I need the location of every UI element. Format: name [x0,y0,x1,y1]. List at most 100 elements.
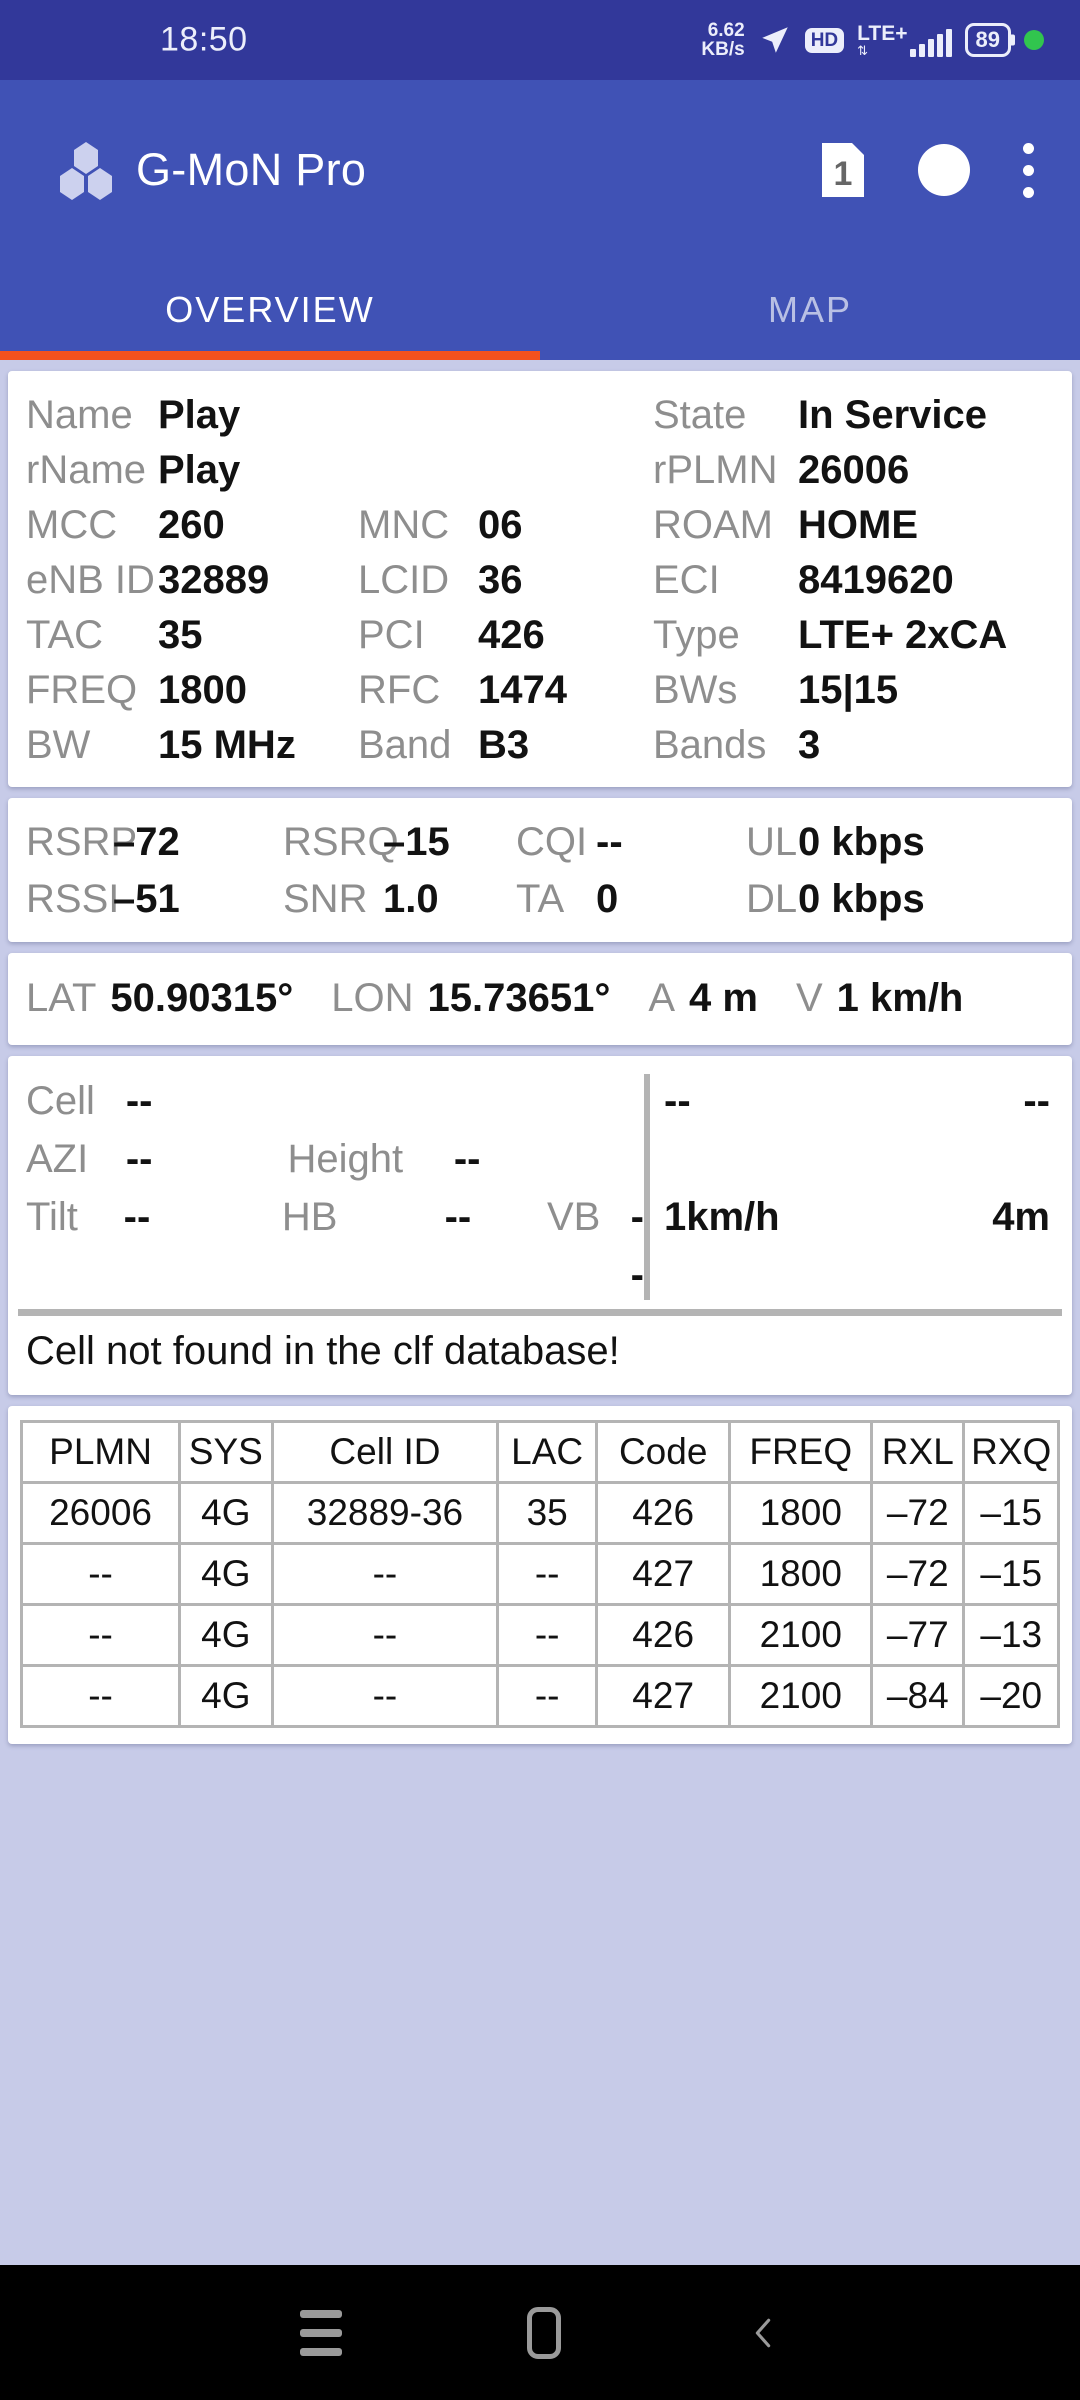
field-value: 1.0 [383,877,439,921]
field-value: -- [444,1195,472,1239]
table-row[interactable]: -- 4G -- -- 427 2100 –84 –20 [19,1664,1060,1729]
data-rate-indicator: 6.62 KB/s [701,21,744,59]
field-label: BW [26,723,91,767]
clf-right-row: 1km/h 4m [664,1188,1050,1246]
status-bar: 18:50 6.62 KB/s HD LTE+ ⇅ 89 [0,0,1080,80]
table-row[interactable]: -- 4G -- -- 426 2100 –77 –13 [19,1603,1060,1668]
tab-map[interactable]: MAP [767,289,852,330]
rf-metrics-row: RSSI –51 SNR 1.0 TA 0 DL 0 kbps [8,871,1072,928]
field-value: Play [158,393,241,437]
clf-card: Cell -- AZI -- Height -- [8,1056,1072,1396]
clf-vertical-divider [644,1074,650,1300]
table-cell: -- [19,1664,182,1729]
app-brand: G-MoN Pro [56,140,366,200]
table-cell: –15 [962,1481,1060,1546]
cell-info-row: MCC 260 MNC 06 ROAM HOME [8,498,1072,553]
field-value: -- [596,820,623,864]
signal-bars-icon [909,29,952,57]
field-value: 0 kbps [798,877,925,921]
sim-selector-button[interactable]: 1 [820,141,866,199]
field-label: State [653,393,747,437]
field-label: rName [26,448,147,492]
cell-info-row: TAC 35 PCI 426 Type LTE+ 2xCA [8,608,1072,663]
field-value: –51 [113,877,180,921]
lon-label: LON [331,976,414,1020]
data-rate-unit: KB/s [701,39,745,60]
field-label: FREQ [26,668,138,712]
table-cell: –84 [870,1664,966,1729]
field-label: DL [746,877,798,921]
clf-left-panel: Cell -- AZI -- Height -- [8,1072,644,1304]
field-label: Type [653,613,740,657]
table-row[interactable]: -- 4G -- -- 427 1800 –72 –15 [19,1542,1060,1607]
field-value: 15 MHz [158,723,296,767]
cell-info-card: Name Play State In Service rName Play rP… [8,371,1072,787]
altitude-value: 4 m [689,976,758,1020]
clf-row: Tilt -- HB -- VB -- [26,1188,644,1304]
table-cell: 1800 [728,1481,874,1546]
field-label: PCI [358,613,425,657]
status-clock: 18:50 [160,20,248,59]
table-cell: 1800 [728,1542,874,1607]
hexagon-cluster-logo-icon [60,142,112,200]
back-chevron-icon[interactable] [746,2316,780,2350]
cell-info-row: FREQ 1800 RFC 1474 BWs 15|15 [8,663,1072,718]
status-icons: 6.62 KB/s HD LTE+ ⇅ 89 [701,21,1044,59]
field-value: LTE+ 2xCA [798,613,1008,657]
field-value: -- [125,1079,153,1123]
field-value: HOME [798,503,918,547]
tab-overview[interactable]: OVERVIEW [165,289,375,330]
table-header-row: PLMN SYS Cell ID LAC Code FREQ RXL RXQ [19,1420,1060,1485]
field-label: RSSI [26,877,120,921]
table-cell: -- [496,1664,598,1729]
field-label: RSRP [26,820,138,864]
field-label: Height [287,1137,404,1181]
home-icon[interactable] [527,2306,561,2359]
clf-horizontal-divider [18,1309,1062,1316]
field-label: AZI [26,1137,89,1181]
field-value: 1800 [158,668,247,712]
field-label: RSRQ [283,820,399,864]
table-cell: -- [19,1542,182,1607]
table-cell: –20 [962,1664,1060,1729]
clf-speed-value: 1km/h [664,1195,780,1239]
field-value: B3 [478,723,530,767]
table-cell: 427 [594,1664,732,1729]
recent-apps-icon[interactable] [300,2309,342,2356]
cell-info-row: eNB ID 32889 LCID 36 ECI 8419620 [8,553,1072,608]
clf-right-panel: -- -- 1km/h 4m [650,1072,1072,1304]
column-header: SYS [178,1420,274,1485]
field-value: -- [453,1137,481,1181]
recording-dot-icon [1024,30,1044,50]
column-header: Cell ID [270,1420,500,1485]
hd-icon: HD [804,27,845,53]
field-value: -- [123,1195,151,1239]
field-value: –72 [113,820,180,864]
field-value: 36 [478,558,523,602]
record-circle-icon[interactable] [918,144,970,196]
navigation-arrow-icon [761,27,788,53]
more-vertical-icon[interactable] [1022,142,1034,198]
data-arrows-icon: ⇅ [857,43,868,58]
overview-content: Name Play State In Service rName Play rP… [0,371,1080,1745]
field-label: TA [516,877,565,921]
cell-info-row: BW 15 MHz Band B3 Bands 3 [8,718,1072,773]
table-row[interactable]: 26006 4G 32889-36 35 426 1800 –72 –15 [19,1481,1060,1546]
table-cell: 4G [178,1664,274,1729]
field-label: MCC [26,503,118,547]
neighbor-table-card: PLMN SYS Cell ID LAC Code FREQ RXL RXQ 2… [8,1406,1072,1745]
table-cell: -- [496,1603,598,1668]
table-cell: 26006 [19,1481,182,1546]
field-value: -- [630,1195,644,1297]
lon-value: 15.73651° [427,976,611,1020]
field-value: -- [125,1137,153,1181]
field-label: Bands [653,723,767,767]
lat-label: LAT [26,976,97,1020]
table-cell: -- [270,1664,500,1729]
field-value: In Service [798,393,988,437]
table-cell: 4G [178,1481,274,1546]
clf-status-message: Cell not found in the clf database! [26,1329,620,1373]
svg-text:1: 1 [834,155,853,193]
field-value: Play [158,448,241,492]
